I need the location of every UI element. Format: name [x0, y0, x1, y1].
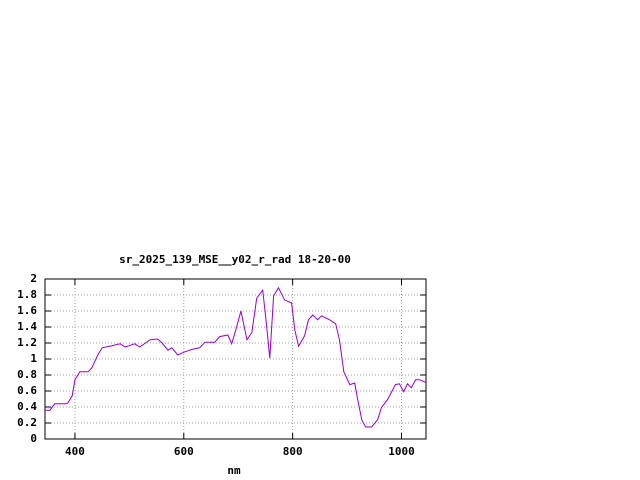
- y-tick-label: 0: [30, 432, 37, 445]
- y-tick-label: 1.8: [17, 288, 37, 301]
- x-tick-label: 400: [65, 445, 85, 458]
- x-axis-label: nm: [227, 464, 241, 477]
- y-tick-label: 0.2: [17, 416, 37, 429]
- plot-border: [44, 278, 427, 440]
- x-tick-label: 600: [174, 445, 194, 458]
- x-tick-label: 800: [283, 445, 303, 458]
- chart-title: sr_2025_139_MSE__y02_r_rad 18-20-00: [119, 253, 351, 266]
- y-tick-label: 0.4: [17, 400, 37, 413]
- y-tick-label: 1.2: [17, 336, 37, 349]
- y-tick-label: 2: [30, 272, 37, 285]
- y-tick-label: 1: [30, 352, 37, 365]
- data-line: [45, 286, 426, 428]
- x-tick-label: 1000: [388, 445, 415, 458]
- y-tick-label: 0.6: [17, 384, 37, 397]
- y-tick-label: 1.4: [17, 320, 37, 333]
- y-tick-label: 0.8: [17, 368, 37, 381]
- y-tick-label: 1.6: [17, 304, 37, 317]
